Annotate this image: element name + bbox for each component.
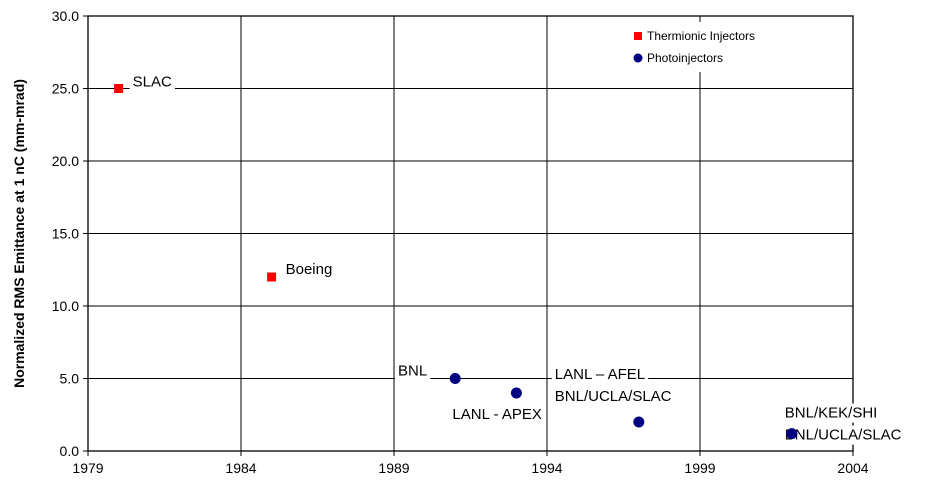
legend: Thermionic Injectors Photoinjectors — [630, 22, 784, 72]
x-tick-label: 1994 — [531, 460, 562, 476]
y-tick-label: 0.0 — [60, 443, 80, 459]
annotation-label-bg — [282, 260, 336, 279]
annotation-label-bg — [551, 365, 649, 384]
thermionic-injector-point — [267, 272, 277, 282]
y-tick-label: 25.0 — [52, 81, 79, 97]
legend-label: Photoinjectors — [647, 51, 723, 65]
legend-marker-circle — [633, 53, 643, 63]
photoinjector-point — [786, 428, 798, 440]
annotation-layer: SLAC Boeing BNL LANL - APEX LANL – AFEL BNL/U… — [129, 72, 905, 445]
grid-layer — [87, 15, 854, 452]
photoinjector-point — [449, 373, 461, 384]
annotation-label-bg — [395, 361, 431, 381]
y-tick-label: 5.0 — [60, 371, 80, 387]
thermionic-injector-point — [114, 84, 124, 93]
x-tick-label: 1979 — [72, 460, 103, 476]
photoinjector-point — [510, 387, 522, 399]
annotation-label-bg — [781, 425, 905, 445]
x-tick-label: 2004 — [837, 460, 868, 476]
annotation-label-bg — [129, 72, 175, 92]
annotation-label: Boeing — [286, 261, 333, 278]
x-tick-label: 1989 — [378, 460, 409, 476]
y-tick-label: 30.0 — [52, 8, 79, 24]
legend-box — [630, 22, 784, 72]
x-tick-label: 1999 — [684, 460, 715, 476]
axes-layer: 0.0 5.0 10.0 15.0 20.0 25.0 30.0 1979 1984 1989 19… — [11, 8, 869, 476]
annotation-label: LANL - APEX — [452, 406, 542, 423]
annotation-label-bg — [781, 403, 881, 423]
annotation-label-bg — [551, 387, 675, 406]
y-tick-label: 15.0 — [52, 226, 79, 242]
annotation-label: LANL – AFEL — [555, 366, 645, 383]
annotation-label: BNL/KEK/SHI — [785, 405, 878, 422]
photoinjector-point — [633, 416, 645, 428]
legend-label: Thermionic Injectors — [647, 29, 755, 43]
points-layer — [114, 84, 798, 440]
annotation-label-bg — [449, 405, 545, 424]
annotation-label: BNL/UCLA/SLAC — [785, 427, 902, 444]
legend-marker-square — [634, 32, 642, 40]
annotation-label: BNL — [398, 363, 427, 380]
annotation-label: BNL/UCLA/SLAC — [555, 388, 672, 405]
y-tick-label: 20.0 — [52, 153, 79, 169]
y-tick-label: 10.0 — [52, 298, 79, 314]
x-tick-label: 1984 — [225, 460, 256, 476]
y-axis-title: Normalized RMS Emittance at 1 nC (mm-mra… — [11, 79, 27, 388]
annotation-label: SLAC — [133, 74, 172, 91]
